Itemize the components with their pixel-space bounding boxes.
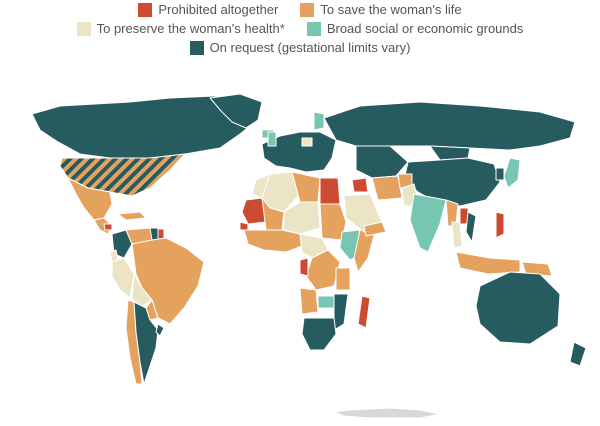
map-region-papua-new-guinea [521, 261, 553, 277]
map-region-south-africa [301, 317, 337, 351]
legend-label: To preserve the woman's health* [96, 21, 285, 36]
legend-label: On request (gestational limits vary) [209, 40, 411, 55]
map-region-angola [299, 287, 319, 315]
map-region-guyana [149, 227, 159, 241]
map-region-australia [475, 271, 561, 345]
legend-row: Prohibited altogether To save the woman'… [0, 2, 600, 17]
legend-item-broad-grounds: Broad social or economic grounds [306, 21, 524, 36]
map-region-west-africa [243, 229, 303, 253]
map-region-argentina [133, 301, 159, 385]
map-region-canada [31, 95, 256, 159]
map-region-russia [323, 101, 576, 151]
map-region-sudan [319, 203, 347, 241]
legend-label: To save the woman's life [320, 2, 462, 17]
legend-item-preserve-health: To preserve the woman's health* [76, 21, 285, 36]
map-region-united-states [59, 153, 186, 197]
map-region-honduras [103, 223, 113, 231]
world-map [0, 62, 600, 426]
map-region-japan [503, 157, 521, 189]
map-region-poland [301, 137, 313, 147]
legend-swatch [300, 2, 315, 17]
map-region-new-zealand [569, 341, 587, 367]
legend-row: To preserve the woman's health* Broad so… [0, 21, 600, 36]
map-region-europe [261, 131, 337, 173]
legend-row: On request (gestational limits vary) [0, 40, 600, 55]
map-region-senegal [239, 221, 249, 231]
map-region-philippines [495, 211, 505, 239]
map-region-bolivia [131, 273, 153, 309]
map-region-niger-and-chad [283, 201, 321, 235]
legend-item-on-request: On request (gestational limits vary) [189, 40, 411, 55]
legend-label: Prohibited altogether [158, 2, 279, 17]
map-region-finland [313, 111, 325, 131]
map-region-antarctica [333, 407, 441, 419]
map-region-peru [111, 257, 135, 299]
map-region-kazakhstan-and-central-asia [355, 145, 409, 179]
map-region-madagascar [357, 295, 371, 329]
map-region-congo [299, 257, 309, 277]
legend-item-prohibited: Prohibited altogether [138, 2, 278, 17]
legend-swatch [76, 21, 91, 36]
map-region-yemen [363, 221, 387, 237]
map-region-greenland [209, 93, 263, 129]
map-region-united-kingdom [267, 131, 277, 147]
map-region-indonesia [455, 251, 521, 275]
map-region-thailand [451, 221, 463, 249]
map-region-iraq [351, 177, 369, 193]
world-map-svg [31, 93, 587, 419]
legend-swatch [138, 2, 153, 17]
map-region-india [409, 193, 447, 253]
legend-label: Broad social or economic grounds [326, 21, 524, 36]
map-region-caribbean [117, 211, 147, 221]
map-region-mozambique [333, 293, 349, 331]
legend-item-save-life: To save the woman's life [300, 2, 462, 17]
legend: Prohibited altogether To save the woman'… [0, 0, 600, 62]
map-region-iran [371, 175, 403, 201]
map-region-tanzania [335, 267, 351, 291]
map-region-zambia [317, 295, 335, 309]
map-region-korea [495, 167, 505, 181]
map-region-vietnam [465, 211, 477, 243]
map-region-mali [261, 197, 285, 231]
map-region-egypt [319, 177, 341, 205]
legend-swatch [306, 21, 321, 36]
map-region-uruguay [155, 323, 165, 337]
legend-swatch [189, 40, 204, 55]
map-region-mauritania [241, 197, 267, 225]
